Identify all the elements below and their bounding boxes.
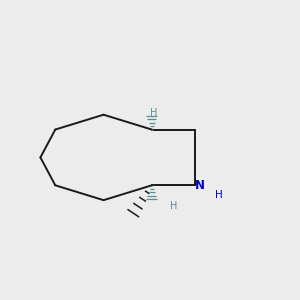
Text: N: N (195, 179, 205, 192)
Text: H: H (150, 108, 158, 118)
Text: H: H (215, 190, 223, 200)
Text: H: H (170, 201, 178, 211)
